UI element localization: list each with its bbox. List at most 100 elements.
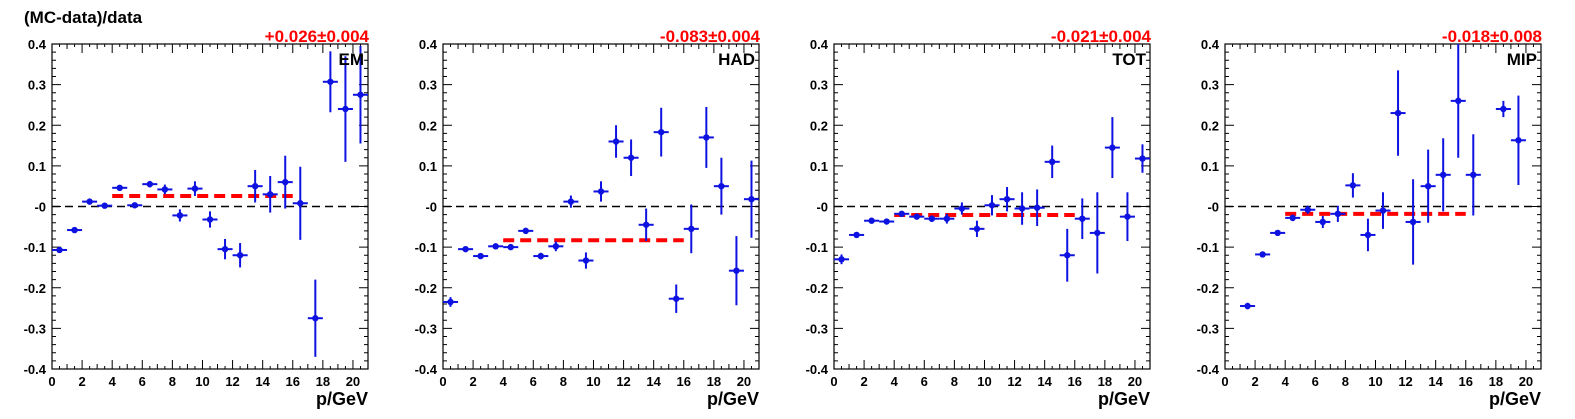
data-point	[954, 202, 970, 215]
x-axis-title: p/GeV	[316, 389, 368, 409]
y-tick-label: -0	[1207, 200, 1219, 215]
data-point	[82, 198, 98, 205]
panel-label: MIP	[1507, 50, 1537, 69]
data-point	[217, 239, 233, 260]
marker	[1424, 182, 1432, 190]
marker	[733, 267, 740, 274]
marker	[838, 256, 845, 263]
y-tick-label: -0.2	[24, 281, 46, 296]
x-tick-label: 20	[1128, 374, 1142, 389]
x-tick-label: 10	[1368, 374, 1382, 389]
x-tick-label: 18	[1098, 374, 1112, 389]
marker	[748, 195, 755, 203]
data-point	[202, 211, 218, 228]
x-tick-label: 20	[1519, 374, 1533, 389]
marker	[71, 226, 78, 234]
data-point	[638, 208, 654, 242]
data-point	[668, 284, 684, 313]
data-point	[1059, 228, 1075, 282]
x-tick-label: 12	[1007, 374, 1021, 389]
marker	[703, 134, 710, 141]
x-tick-label: 4	[891, 374, 899, 389]
data-point	[578, 252, 594, 269]
data-point	[894, 210, 910, 218]
marker	[522, 227, 529, 235]
data-point	[939, 213, 955, 224]
marker	[1334, 210, 1342, 218]
y-tick-label: 0.1	[28, 159, 46, 174]
y-tick-label: 0.2	[419, 118, 437, 133]
marker	[1033, 204, 1041, 211]
y-tick-label: 0.3	[1201, 78, 1219, 93]
panel-label: TOT	[1112, 50, 1146, 69]
data-point	[1104, 117, 1120, 179]
marker	[627, 154, 635, 161]
y-tick-label: -0.3	[415, 321, 437, 336]
marker	[176, 212, 184, 219]
marker	[1259, 251, 1266, 258]
x-tick-label: 2	[469, 374, 476, 389]
data-point	[1450, 44, 1466, 158]
data-point	[307, 279, 323, 357]
data-point	[337, 56, 353, 162]
x-axis-title: p/GeV	[1489, 389, 1541, 409]
x-tick-label: 2	[860, 374, 867, 389]
data-point	[127, 202, 143, 209]
data-point	[713, 157, 729, 215]
x-tick-label: 0	[48, 374, 55, 389]
y-tick-label: 0.1	[1201, 159, 1219, 174]
data-point	[999, 187, 1015, 212]
marker	[883, 218, 890, 225]
data-point	[1285, 214, 1301, 222]
marker	[266, 191, 274, 198]
data-point	[488, 243, 504, 250]
x-tick-label: 18	[1489, 374, 1503, 389]
x-tick-label: 12	[225, 374, 239, 389]
data-point	[232, 243, 248, 268]
data-point	[1074, 198, 1090, 239]
marker	[1409, 218, 1417, 226]
y-tick-label: -0	[34, 200, 46, 215]
marker	[1018, 205, 1026, 212]
marker	[612, 138, 620, 145]
fit-value-label: -0.083±0.004	[660, 27, 761, 46]
y-tick-label: -0	[425, 200, 437, 215]
marker	[116, 184, 123, 192]
x-tick-label: 0	[439, 374, 446, 389]
data-point	[503, 243, 519, 251]
data-point	[247, 169, 263, 203]
marker	[191, 185, 199, 192]
data-point	[1089, 192, 1105, 274]
marker	[1394, 109, 1402, 117]
data-point	[1300, 205, 1316, 214]
y-axis-title: (MC-data)/data	[24, 8, 143, 27]
data-point	[157, 184, 173, 195]
marker	[1048, 158, 1056, 166]
marker	[1500, 105, 1507, 113]
data-point	[743, 160, 759, 238]
x-tick-label: 20	[737, 374, 751, 389]
x-tick-label: 4	[109, 374, 117, 389]
data-point	[443, 297, 459, 307]
y-tick-label: 0.1	[419, 159, 437, 174]
data-point	[879, 218, 895, 225]
x-tick-label: 2	[78, 374, 85, 389]
x-tick-label: 8	[951, 374, 958, 389]
x-tick-label: 6	[530, 374, 537, 389]
data-point	[728, 236, 744, 306]
y-tick-label: 0.2	[28, 118, 46, 133]
x-tick-label: 10	[195, 374, 209, 389]
marker	[898, 210, 905, 218]
marker	[101, 202, 108, 209]
y-tick-label: -0.4	[24, 362, 47, 377]
panel-label: EM	[339, 50, 365, 69]
data-point	[1360, 218, 1376, 252]
marker	[868, 217, 875, 224]
y-tick-label: 0.4	[28, 37, 47, 52]
data-point	[1240, 302, 1256, 310]
marker	[1124, 213, 1131, 220]
data-point	[322, 51, 338, 113]
marker	[943, 215, 951, 222]
marker	[1439, 171, 1447, 179]
